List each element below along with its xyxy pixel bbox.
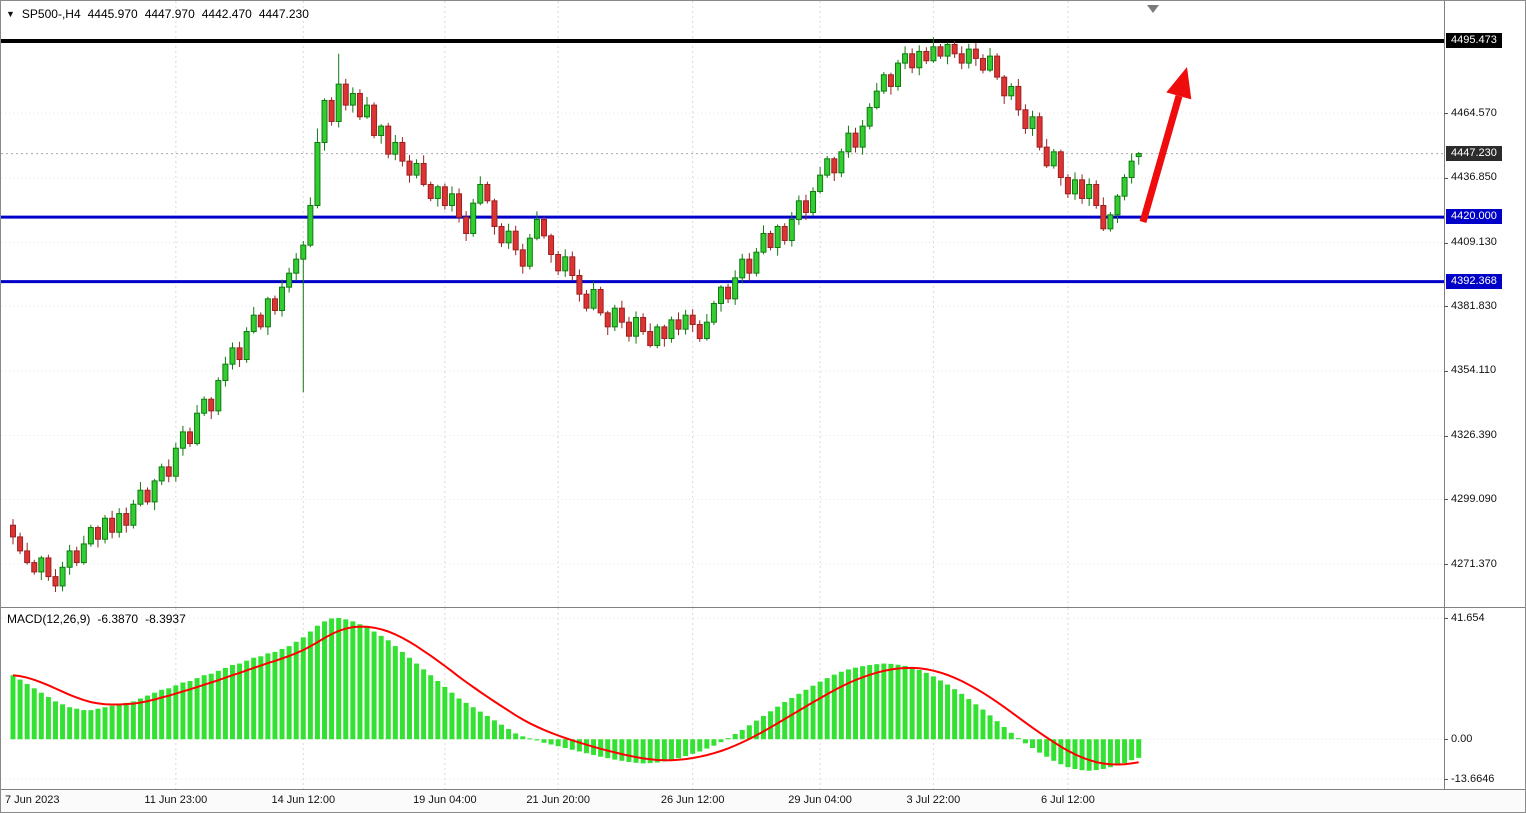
axis-tick (1444, 618, 1448, 619)
ohlc-low-value: 4442.470 (201, 7, 252, 21)
macd-signal-value: -8.3937 (145, 612, 186, 626)
price-axis-label: 4409.130 (1451, 236, 1497, 249)
price-axis-label: 4271.370 (1451, 557, 1497, 570)
current-price-label: 4447.230 (1446, 145, 1502, 161)
axis-tick (1444, 243, 1448, 244)
axis-tick (1444, 436, 1448, 437)
time-axis-label: 11 Jun 23:00 (144, 794, 208, 806)
candlestick-series (10, 37, 1142, 592)
time-axis-label: 19 Jun 04:00 (413, 794, 477, 806)
time-axis-label: 14 Jun 12:00 (271, 794, 336, 806)
price-axis-label: 4464.570 (1451, 106, 1497, 119)
trend-arrow-annotation[interactable] (1139, 67, 1192, 223)
macd-indicator-label-row: MACD(12,26,9) -6.3870 -8.3937 (7, 612, 186, 626)
macd-main-value: -6.3870 (97, 612, 139, 626)
ohlc-high-value: 4447.970 (144, 7, 195, 21)
time-axis-label: 26 Jun 12:00 (660, 794, 725, 806)
time-axis-label: 29 Jun 04:00 (788, 794, 852, 806)
support-price-label-1: 4420.000 (1446, 209, 1502, 225)
support-price-label-2: 4392.368 (1446, 273, 1502, 289)
axis-tick (1444, 779, 1448, 780)
time-axis-separator (1, 789, 1525, 790)
axis-tick (1444, 371, 1448, 372)
macd-axis-label: -13.6646 (1451, 772, 1495, 785)
pane-separator[interactable] (1, 607, 1525, 608)
time-axis-label: 3 Jul 22:00 (906, 794, 961, 806)
price-axis-label: 4354.110 (1451, 364, 1497, 377)
macd-axis-label: 0.00 (1451, 732, 1473, 745)
macd-indicator-name: MACD(12,26,9) (7, 612, 91, 626)
macd-indicator-canvas[interactable] (1, 608, 1444, 789)
price-axis-label: 4299.090 (1451, 492, 1497, 505)
time-axis-label: 6 Jul 12:00 (1040, 794, 1095, 806)
one-click-trading-expander-icon[interactable]: ▼ (6, 9, 15, 19)
price-chart-canvas[interactable] (1, 1, 1444, 607)
axis-tick (1444, 178, 1448, 179)
macd-signal-line (12, 625, 1139, 766)
symbol-info-bar: ▼ SP500-,H4 4445.970 4447.970 4442.470 4… (6, 7, 309, 21)
ohlc-open-value: 4445.970 (87, 7, 138, 21)
axis-tick (1444, 113, 1448, 114)
axis-tick (1444, 306, 1448, 307)
chart-shift-marker-icon[interactable] (1147, 5, 1159, 13)
resistance-price-label: 4495.473 (1446, 33, 1502, 48)
time-axis[interactable]: 7 Jun 2023 11 Jun 23:00 14 Jun 12:00 19 Jun… (1, 790, 1525, 812)
ohlc-close-value: 4447.230 (258, 7, 309, 21)
price-axis-label: 4436.850 (1451, 171, 1497, 184)
symbol-timeframe-label: SP500-,H4 (21, 7, 81, 21)
price-axis-label: 4326.390 (1451, 429, 1497, 442)
time-axis-label: 7 Jun 2023 (5, 794, 60, 806)
axis-tick (1444, 499, 1448, 500)
axis-tick (1444, 739, 1448, 740)
time-axis-label: 21 Jun 20:00 (526, 794, 590, 806)
macd-axis-label: 41.654 (1451, 611, 1485, 624)
axis-tick (1444, 564, 1448, 565)
price-axis-label: 4381.830 (1451, 299, 1497, 312)
macd-histogram (10, 618, 1142, 771)
price-axis-separator (1444, 1, 1445, 790)
